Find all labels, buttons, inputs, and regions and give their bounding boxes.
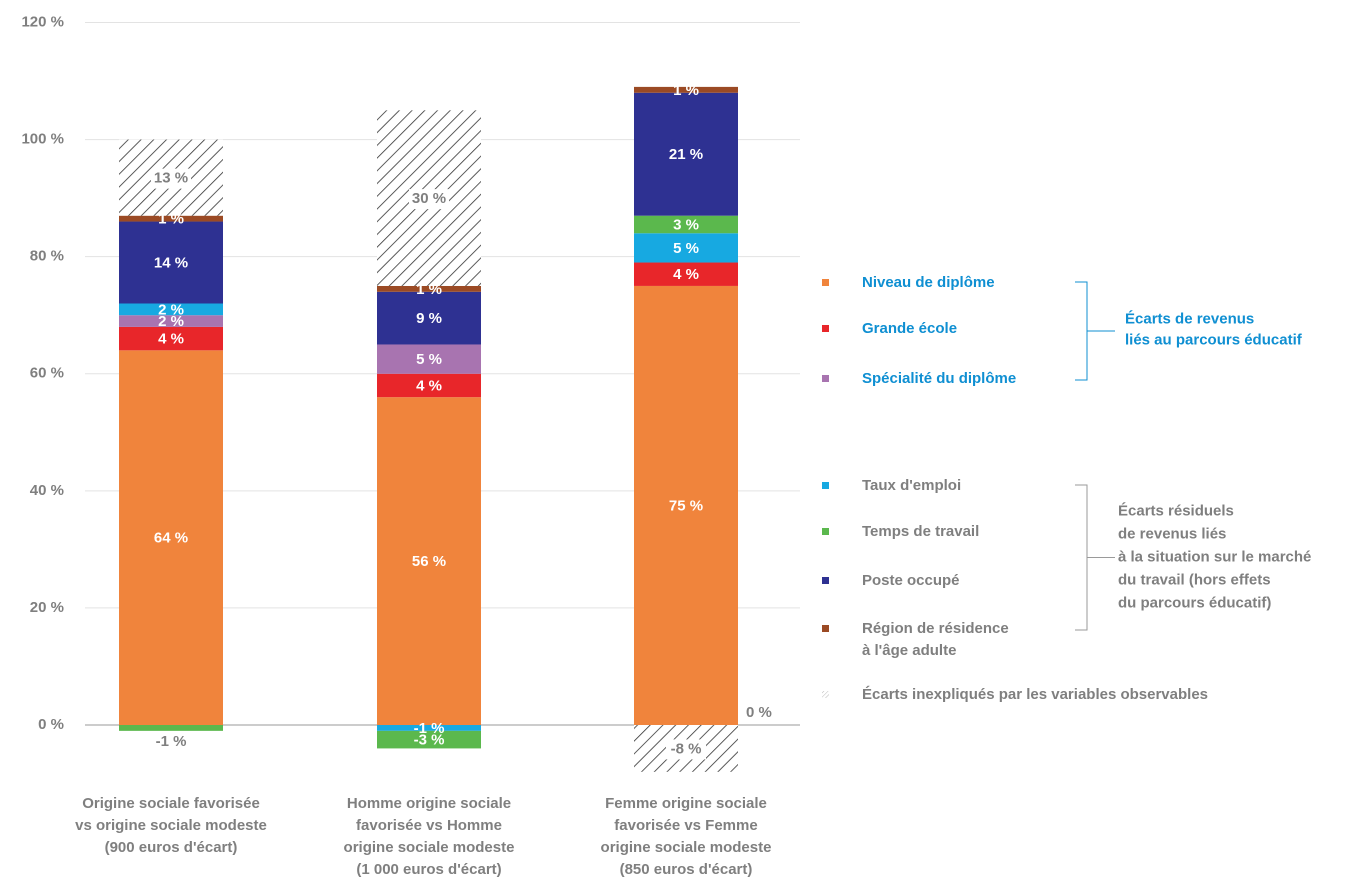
y-tick-label: 120 % [21,13,64,30]
data-label: -1 % [156,733,187,750]
legend-bracket [1075,484,1115,631]
legend-bracket [1075,281,1115,381]
bar-segment [377,344,481,374]
data-label: 1 % [158,211,184,228]
legend-marker [822,482,829,489]
data-label: 1 % [416,281,442,298]
legend-group-label: Écarts résiduels de revenus liés à la situ… [1118,502,1311,611]
y-tick-label: 40 % [30,482,64,499]
bar-segment [377,725,481,731]
bar-segment [634,86,738,93]
y-tick-label: 100 % [21,131,64,148]
data-label: 4 % [673,266,699,283]
bar-segment [119,303,223,316]
legend-marker [822,691,829,698]
data-label: 5 % [673,240,699,257]
legend-label: Écarts inexpliqués par les variables obs… [862,686,1208,703]
x-tick-label: Homme origine sociale favorisée vs Homme o… [344,795,515,878]
legend-group-label: Écarts de revenus liés au parcours éducat… [1125,310,1303,348]
data-label: 9 % [416,310,442,327]
legend-label: Temps de travail [862,523,979,540]
bar-segment [634,285,738,725]
x-tick-label: Origine sociale favorisée vs origine soci… [75,795,267,856]
data-label: 75 % [669,497,703,514]
bar-segment [119,215,223,222]
legend-marker [822,577,829,584]
label-background [151,168,191,189]
data-label: 13 % [154,170,188,187]
legend-label: Spécialité du diplôme [862,370,1016,387]
data-label: 2 % [158,301,184,318]
bar-segment [377,285,481,292]
bar-segment [377,397,481,725]
y-tick-label: 0 % [38,716,64,733]
data-label: 21 % [669,146,703,163]
data-label: 4 % [158,331,184,348]
bar-segment [634,92,738,216]
label-background [666,739,706,760]
bar-segment [377,730,481,749]
legend-label: Taux d'emploi [862,477,961,494]
bar-segment [634,215,738,234]
data-label: 30 % [412,190,446,207]
x-tick-label: Femme origine sociale favorisée vs Femme o… [601,795,772,878]
data-label: 0 % [746,704,772,721]
legend-marker [822,375,829,382]
data-label: 14 % [154,254,188,271]
bar-segment [119,725,223,731]
legend-label: Niveau de diplôme [862,274,995,291]
data-label: 3 % [673,216,699,233]
bar-segment [377,373,481,398]
bar-segment [634,233,738,263]
label-background [409,189,449,210]
data-label: -1 % [414,720,445,737]
bar-segment [377,291,481,345]
data-label: 5 % [416,351,442,368]
legend-label: Région de résidence à l'âge adulte [862,620,1009,659]
y-tick-label: 20 % [30,599,64,616]
legend-label: Poste occupé [862,572,960,589]
legend-marker [822,279,829,286]
data-label: 1 % [673,82,699,99]
legend-label: Grande école [862,320,957,337]
y-tick-label: 80 % [30,248,64,265]
data-label: 4 % [416,377,442,394]
data-label: 56 % [412,553,446,570]
legend-marker [822,528,829,535]
bar-segment [119,315,223,327]
data-label: 2 % [158,313,184,330]
bar-segment [119,221,223,304]
legend-marker [822,625,829,632]
y-tick-label: 60 % [30,365,64,382]
bar-segment [119,326,223,351]
data-label: -8 % [671,740,702,757]
legend-marker [822,325,829,332]
data-label: -3 % [414,732,445,749]
data-label: 64 % [154,530,188,547]
bar-segment [634,262,738,286]
bar-segment [119,350,223,725]
